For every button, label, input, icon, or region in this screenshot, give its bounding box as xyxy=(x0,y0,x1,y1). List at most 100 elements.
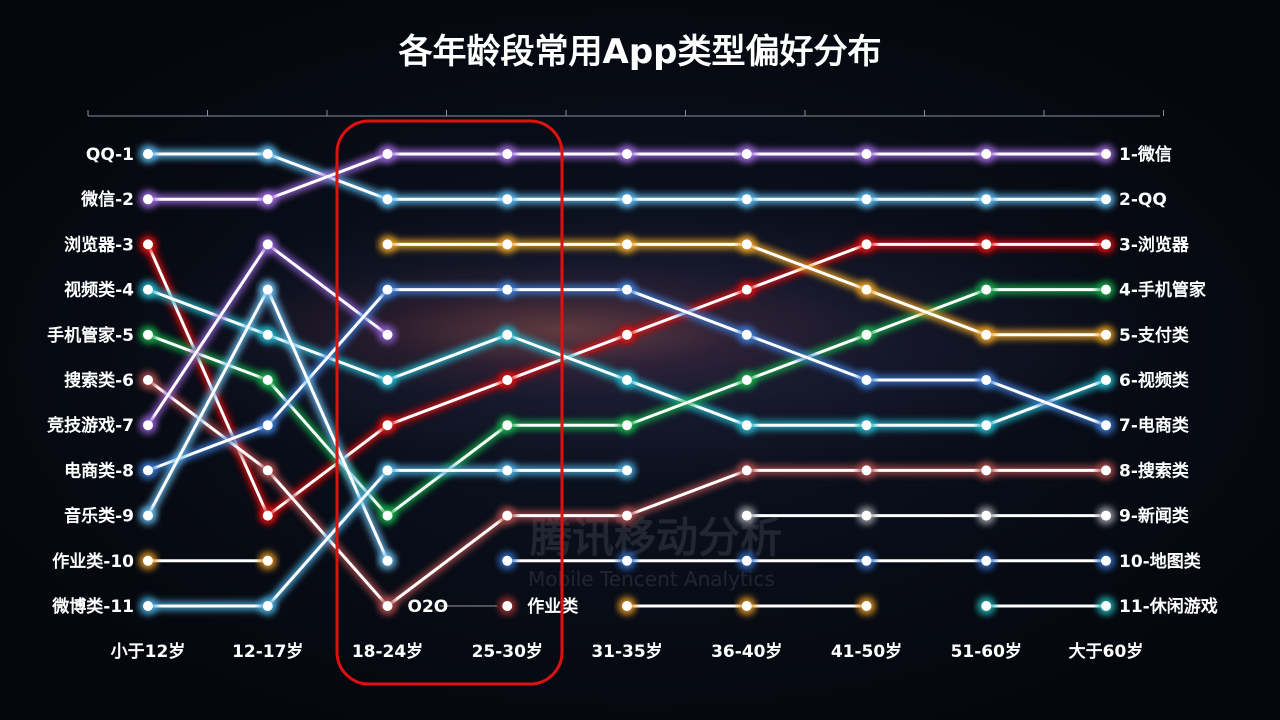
data-point[interactable] xyxy=(1101,555,1111,566)
data-point[interactable] xyxy=(502,555,513,566)
data-point[interactable] xyxy=(502,375,513,385)
data-point[interactable] xyxy=(1101,149,1111,159)
data-point[interactable] xyxy=(1101,601,1111,611)
data-point[interactable] xyxy=(861,149,872,159)
data-point[interactable] xyxy=(382,601,393,611)
data-point[interactable] xyxy=(502,329,513,340)
data-point[interactable] xyxy=(382,284,393,295)
data-point[interactable] xyxy=(382,510,393,521)
data-point[interactable] xyxy=(981,149,992,159)
data-point[interactable] xyxy=(1101,420,1111,431)
data-point[interactable] xyxy=(262,510,273,521)
data-point[interactable] xyxy=(262,420,273,431)
data-point[interactable] xyxy=(861,239,872,250)
data-point[interactable] xyxy=(981,239,992,250)
data-point[interactable] xyxy=(262,239,273,250)
data-point[interactable] xyxy=(861,375,872,385)
x-tick-label: 小于12岁 xyxy=(111,641,186,662)
data-point[interactable] xyxy=(981,375,992,385)
data-point[interactable] xyxy=(382,420,393,431)
data-point[interactable] xyxy=(622,601,632,611)
data-point[interactable] xyxy=(143,510,153,521)
data-point[interactable] xyxy=(143,465,153,476)
data-point[interactable] xyxy=(502,420,513,431)
data-point[interactable] xyxy=(622,239,632,250)
data-point[interactable] xyxy=(622,194,632,205)
data-point[interactable] xyxy=(1101,465,1111,476)
data-point[interactable] xyxy=(622,420,632,431)
data-point[interactable] xyxy=(1101,284,1111,295)
data-point[interactable] xyxy=(143,375,153,385)
data-point[interactable] xyxy=(861,329,872,340)
data-point[interactable] xyxy=(502,465,513,476)
data-point[interactable] xyxy=(1101,510,1111,521)
data-point[interactable] xyxy=(622,329,632,340)
data-point[interactable] xyxy=(143,284,153,295)
data-point[interactable] xyxy=(861,555,872,566)
data-point[interactable] xyxy=(502,239,513,250)
data-point[interactable] xyxy=(741,510,752,521)
data-point[interactable] xyxy=(502,284,513,295)
data-point[interactable] xyxy=(981,601,992,611)
data-point[interactable] xyxy=(741,465,752,476)
data-point[interactable] xyxy=(1101,194,1111,205)
data-point[interactable] xyxy=(1101,239,1111,250)
data-point[interactable] xyxy=(262,149,273,159)
data-point[interactable] xyxy=(382,239,393,250)
data-point[interactable] xyxy=(741,555,752,566)
data-point[interactable] xyxy=(622,465,632,476)
data-point[interactable] xyxy=(502,601,513,611)
data-point[interactable] xyxy=(861,284,872,295)
data-point[interactable] xyxy=(741,194,752,205)
data-point[interactable] xyxy=(741,420,752,431)
data-point[interactable] xyxy=(143,329,153,340)
data-point[interactable] xyxy=(981,420,992,431)
data-point[interactable] xyxy=(622,555,632,566)
data-point[interactable] xyxy=(143,194,153,205)
data-point[interactable] xyxy=(143,555,153,566)
data-point[interactable] xyxy=(981,284,992,295)
data-point[interactable] xyxy=(981,465,992,476)
data-point[interactable] xyxy=(622,284,632,295)
data-point[interactable] xyxy=(622,149,632,159)
data-point[interactable] xyxy=(382,555,393,566)
data-point[interactable] xyxy=(622,375,632,385)
data-point[interactable] xyxy=(262,465,273,476)
data-point[interactable] xyxy=(1101,329,1111,340)
data-point[interactable] xyxy=(143,149,153,159)
data-point[interactable] xyxy=(981,329,992,340)
data-point[interactable] xyxy=(143,601,153,611)
data-point[interactable] xyxy=(262,284,273,295)
data-point[interactable] xyxy=(262,329,273,340)
data-point[interactable] xyxy=(861,465,872,476)
data-point[interactable] xyxy=(382,149,393,159)
data-point[interactable] xyxy=(861,420,872,431)
data-point[interactable] xyxy=(143,239,153,250)
data-point[interactable] xyxy=(622,510,632,521)
data-point[interactable] xyxy=(502,510,513,521)
data-point[interactable] xyxy=(741,329,752,340)
data-point[interactable] xyxy=(502,194,513,205)
data-point[interactable] xyxy=(861,194,872,205)
data-point[interactable] xyxy=(502,149,513,159)
data-point[interactable] xyxy=(741,239,752,250)
data-point[interactable] xyxy=(382,329,393,340)
data-point[interactable] xyxy=(981,555,992,566)
data-point[interactable] xyxy=(981,510,992,521)
data-point[interactable] xyxy=(262,375,273,385)
data-point[interactable] xyxy=(981,194,992,205)
data-point[interactable] xyxy=(382,194,393,205)
data-point[interactable] xyxy=(741,149,752,159)
data-point[interactable] xyxy=(741,601,752,611)
data-point[interactable] xyxy=(1101,375,1111,385)
data-point[interactable] xyxy=(741,284,752,295)
data-point[interactable] xyxy=(861,601,872,611)
data-point[interactable] xyxy=(143,420,153,431)
data-point[interactable] xyxy=(382,375,393,385)
data-point[interactable] xyxy=(262,555,273,566)
data-point[interactable] xyxy=(861,510,872,521)
data-point[interactable] xyxy=(262,601,273,611)
data-point[interactable] xyxy=(262,194,273,205)
data-point[interactable] xyxy=(382,465,393,476)
data-point[interactable] xyxy=(741,375,752,385)
